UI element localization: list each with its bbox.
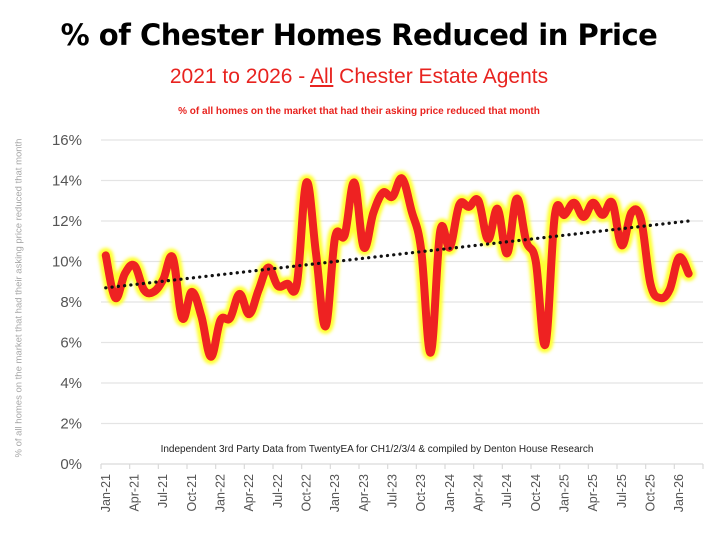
subtitle-prefix: 2021 to 2026 - bbox=[169, 65, 310, 88]
chart-note: % of all homes on the market that had th… bbox=[178, 106, 540, 117]
y-tick-label: 8% bbox=[60, 294, 82, 311]
x-tick-label: Jul-21 bbox=[156, 474, 170, 508]
y-tick-label: 4% bbox=[60, 375, 82, 392]
x-tick-label: Jan-21 bbox=[99, 474, 113, 512]
y-tick-label: 6% bbox=[60, 335, 82, 352]
x-tick-label: Jul-22 bbox=[271, 474, 285, 508]
source-annotation: Independent 3rd Party Data from TwentyEA… bbox=[161, 444, 594, 455]
series-layer bbox=[98, 170, 697, 365]
y-tick-label: 16% bbox=[52, 132, 82, 149]
x-tick-label: Oct-25 bbox=[643, 474, 657, 512]
x-axis: Jan-21 Apr-21 Jul-21 Oct-21 Jan-22 Apr-22 Jul-… bbox=[99, 463, 704, 512]
x-tick-label: Apr-21 bbox=[127, 474, 141, 512]
x-tick-label: Apr-23 bbox=[357, 474, 371, 512]
x-tick-label: Oct-23 bbox=[414, 474, 428, 512]
x-tick-label: Jan-26 bbox=[672, 474, 686, 512]
x-tick-label: Apr-22 bbox=[242, 474, 256, 512]
x-tick-label: Jul-23 bbox=[385, 474, 399, 508]
y-tick-label: 2% bbox=[60, 416, 82, 433]
chart-title: % of Chester Homes Reduced in Price bbox=[60, 18, 658, 52]
x-tick-label: Apr-24 bbox=[471, 474, 485, 512]
series-glow bbox=[98, 170, 697, 365]
x-tick-label: Oct-21 bbox=[185, 474, 199, 512]
x-tick-label: Jan-22 bbox=[213, 474, 227, 512]
x-tick-label: Jan-24 bbox=[443, 474, 457, 512]
y-tick-label: 10% bbox=[52, 254, 82, 271]
chart-subtitle: 2021 to 2026 - All Chester Estate Agents bbox=[0, 65, 718, 89]
subtitle-underlined: All bbox=[309, 65, 334, 88]
subtitle-suffix: Chester Estate Agents bbox=[333, 65, 549, 88]
x-tick-label: Oct-22 bbox=[299, 474, 313, 512]
gridlines bbox=[101, 139, 703, 425]
x-tick-label: Jan-25 bbox=[557, 474, 571, 512]
x-tick-label: Oct-24 bbox=[529, 474, 543, 512]
x-tick-label: Jan-23 bbox=[328, 474, 342, 512]
y-tick-label: 14% bbox=[52, 173, 82, 190]
x-tick-label: Jul-25 bbox=[615, 474, 629, 508]
y-tick-label: 0% bbox=[60, 456, 82, 473]
series-line bbox=[101, 174, 693, 361]
y-tick-label: 12% bbox=[52, 213, 82, 230]
y-axis-ticks: 0% 2% 4% 6% 8% 10% 12% 14% 16% bbox=[52, 132, 82, 473]
trend-line bbox=[104, 219, 691, 290]
x-tick-label: Jul-24 bbox=[500, 474, 514, 508]
x-tick-label: Apr-25 bbox=[586, 474, 600, 512]
